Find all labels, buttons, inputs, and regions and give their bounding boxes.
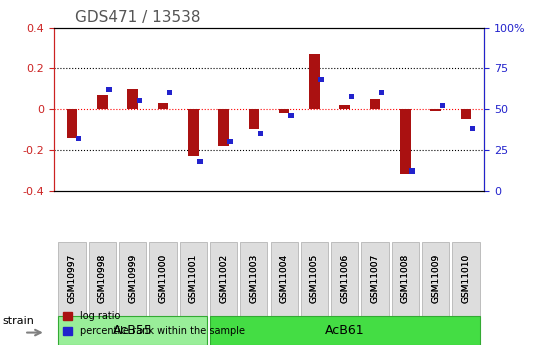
Bar [197, 159, 203, 164]
Bar [76, 136, 81, 141]
Text: AcB61: AcB61 [325, 324, 365, 337]
Bar [379, 90, 385, 95]
Bar [309, 54, 320, 109]
Text: GSM11006: GSM11006 [340, 254, 349, 303]
Text: GSM11002: GSM11002 [219, 254, 228, 303]
Text: GSM11000: GSM11000 [158, 254, 167, 303]
Bar [470, 126, 476, 131]
Text: GSM11008: GSM11008 [401, 254, 410, 303]
Text: GSM11010: GSM11010 [462, 254, 471, 303]
Text: GSM11007: GSM11007 [371, 254, 380, 303]
FancyBboxPatch shape [210, 241, 237, 316]
FancyBboxPatch shape [452, 241, 480, 316]
FancyBboxPatch shape [58, 316, 207, 345]
Text: GSM11001: GSM11001 [189, 254, 198, 303]
Bar [440, 103, 445, 108]
Text: GSM11010: GSM11010 [462, 254, 471, 303]
FancyBboxPatch shape [392, 241, 419, 316]
Bar [318, 77, 324, 82]
Text: GSM11006: GSM11006 [340, 254, 349, 303]
Bar [249, 109, 259, 129]
FancyBboxPatch shape [331, 241, 358, 316]
FancyBboxPatch shape [180, 241, 207, 316]
Text: GSM11007: GSM11007 [371, 254, 380, 303]
Text: GSM11000: GSM11000 [158, 254, 167, 303]
Text: GSM11004: GSM11004 [280, 254, 289, 303]
Bar [67, 109, 77, 138]
Bar [400, 109, 410, 174]
Text: GSM10997: GSM10997 [67, 254, 76, 303]
Bar [137, 98, 142, 104]
Bar [430, 109, 441, 111]
Bar [158, 103, 168, 109]
Bar [258, 131, 263, 136]
Bar [218, 109, 229, 146]
Bar [279, 109, 289, 113]
Text: AcB55: AcB55 [112, 324, 153, 337]
Bar [167, 90, 172, 95]
Bar [188, 109, 199, 156]
FancyBboxPatch shape [301, 241, 328, 316]
Bar [339, 105, 350, 109]
Text: GSM11005: GSM11005 [310, 254, 319, 303]
Text: GSM10998: GSM10998 [98, 254, 107, 303]
FancyBboxPatch shape [422, 241, 449, 316]
FancyBboxPatch shape [271, 241, 298, 316]
Text: GSM10998: GSM10998 [98, 254, 107, 303]
Text: strain: strain [3, 316, 34, 326]
FancyBboxPatch shape [362, 241, 389, 316]
Text: GSM11009: GSM11009 [431, 254, 440, 303]
FancyBboxPatch shape [210, 316, 480, 345]
Text: GSM11004: GSM11004 [280, 254, 289, 303]
Bar [349, 93, 354, 99]
Text: GSM11009: GSM11009 [431, 254, 440, 303]
Text: GSM11003: GSM11003 [249, 254, 258, 303]
FancyBboxPatch shape [240, 241, 267, 316]
FancyBboxPatch shape [149, 241, 176, 316]
Text: GDS471 / 13538: GDS471 / 13538 [75, 10, 201, 25]
Text: GSM11005: GSM11005 [310, 254, 319, 303]
Text: GSM11008: GSM11008 [401, 254, 410, 303]
Bar [106, 87, 112, 92]
FancyBboxPatch shape [119, 241, 146, 316]
Text: GSM10997: GSM10997 [67, 254, 76, 303]
Text: GSM10999: GSM10999 [128, 254, 137, 303]
Text: GSM11002: GSM11002 [219, 254, 228, 303]
Bar [461, 109, 471, 119]
Text: GSM11001: GSM11001 [189, 254, 198, 303]
Bar [288, 113, 294, 118]
Bar [228, 139, 233, 144]
Text: GSM10999: GSM10999 [128, 254, 137, 303]
Text: GSM11003: GSM11003 [249, 254, 258, 303]
Bar [409, 168, 415, 174]
Bar [97, 95, 108, 109]
Bar [370, 99, 380, 109]
FancyBboxPatch shape [58, 241, 86, 316]
Legend: log ratio, percentile rank within the sample: log ratio, percentile rank within the sa… [59, 307, 249, 340]
FancyBboxPatch shape [89, 241, 116, 316]
Bar [128, 89, 138, 109]
